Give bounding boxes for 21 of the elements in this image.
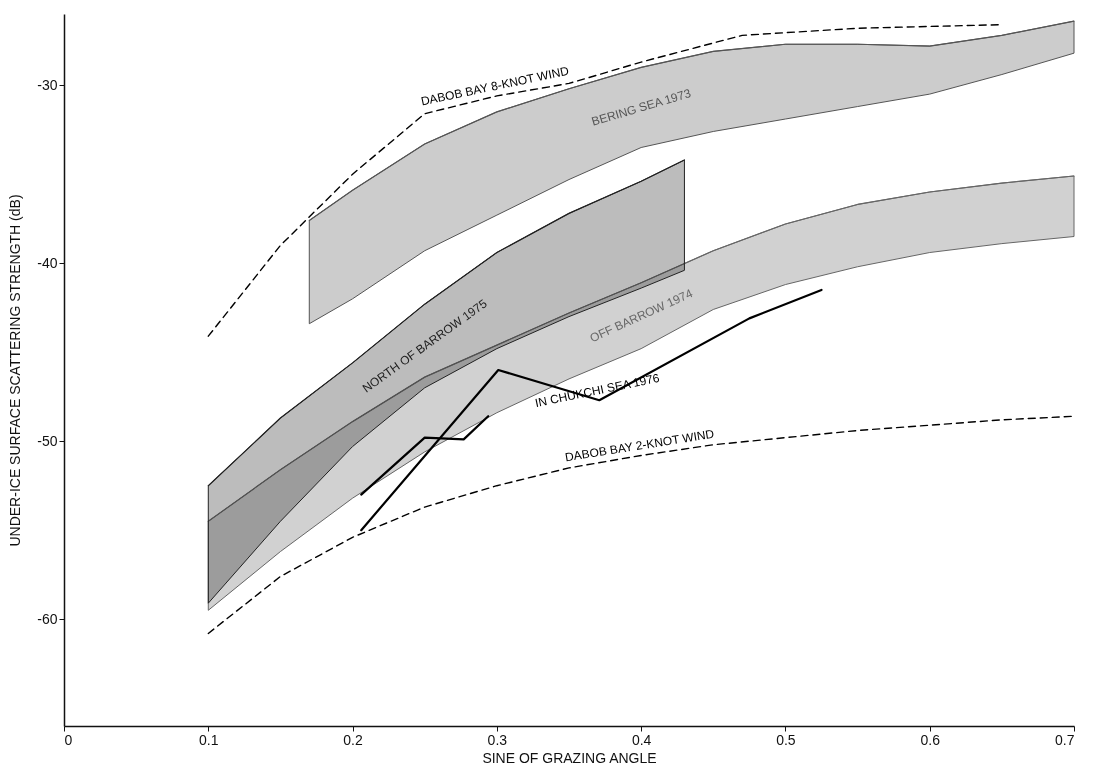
y-tick-label: -60 — [37, 610, 58, 627]
x-tick-label: 0.3 — [487, 731, 508, 748]
x-tick-label: 0.6 — [920, 731, 941, 748]
x-axis-title: SINE OF GRAZING ANGLE — [482, 749, 657, 766]
x-tick-label: 0.7 — [1055, 731, 1075, 748]
text: BERING SEA 1973 — [589, 86, 693, 129]
y-tick-label: -50 — [37, 432, 58, 449]
text: DABOB BAY 2-KNOT WIND — [564, 426, 716, 465]
line-series — [360, 288, 823, 532]
y-tick-label: -30 — [37, 76, 58, 93]
x-tick-label: 0.2 — [343, 731, 364, 748]
x-tick-label: 0 — [64, 731, 73, 748]
text: DABOB BAY 8-KNOT WIND — [419, 63, 571, 109]
x-tick-label: 0.1 — [199, 731, 219, 748]
x-tick-label: 0.5 — [776, 731, 796, 748]
line-series — [308, 20, 1075, 222]
line-series — [207, 415, 1075, 635]
y-tick-label: -40 — [37, 254, 58, 271]
line-series — [207, 175, 1075, 522]
x-tick-label: 0.4 — [631, 731, 652, 748]
y-axis-title: UNDER-ICE SURFACE SCATTERING STRENGTH (dB) — [7, 194, 24, 547]
